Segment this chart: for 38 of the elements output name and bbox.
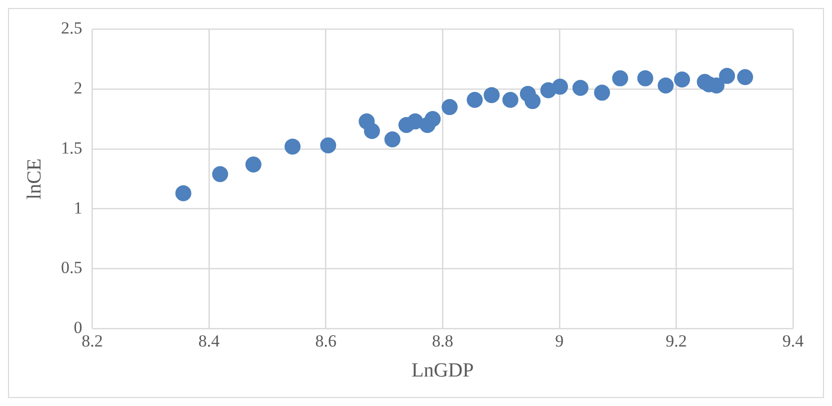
point bbox=[245, 156, 262, 173]
x-tick-label: 9 bbox=[555, 331, 564, 350]
x-tick-label: 8.2 bbox=[82, 331, 103, 350]
point bbox=[407, 113, 424, 130]
point bbox=[552, 78, 568, 95]
point bbox=[284, 138, 301, 155]
point bbox=[384, 131, 400, 148]
y-tick-label: 2 bbox=[74, 78, 82, 98]
y-tick-label: 0.5 bbox=[61, 258, 82, 278]
point bbox=[719, 68, 736, 84]
point bbox=[674, 72, 690, 88]
point bbox=[212, 166, 228, 182]
point bbox=[466, 92, 483, 108]
x-tick-label: 8.6 bbox=[315, 331, 336, 350]
x-tick-label: 8.8 bbox=[432, 331, 454, 350]
point bbox=[658, 77, 674, 94]
y-tick-label: 1.5 bbox=[61, 138, 82, 158]
y-tick-label: 1 bbox=[74, 198, 82, 218]
point bbox=[484, 87, 500, 104]
point bbox=[737, 69, 754, 86]
x-tick-label: 9.4 bbox=[782, 331, 804, 350]
point bbox=[320, 137, 336, 154]
point bbox=[424, 111, 441, 128]
point bbox=[502, 92, 518, 108]
point bbox=[524, 93, 541, 110]
point bbox=[572, 80, 588, 96]
x-axis-title: LnGDP bbox=[412, 359, 474, 382]
x-tick-label: 8.4 bbox=[198, 331, 220, 350]
point bbox=[364, 122, 380, 139]
y-tick-label: 2.5 bbox=[61, 18, 82, 38]
point bbox=[175, 185, 192, 202]
y-axis-title: lnCE bbox=[23, 158, 46, 200]
x-tick-label: 9.2 bbox=[666, 331, 687, 350]
point bbox=[442, 99, 458, 116]
point bbox=[612, 70, 628, 86]
y-tick-label: 0 bbox=[74, 318, 82, 338]
point bbox=[637, 70, 654, 86]
point bbox=[594, 84, 610, 101]
